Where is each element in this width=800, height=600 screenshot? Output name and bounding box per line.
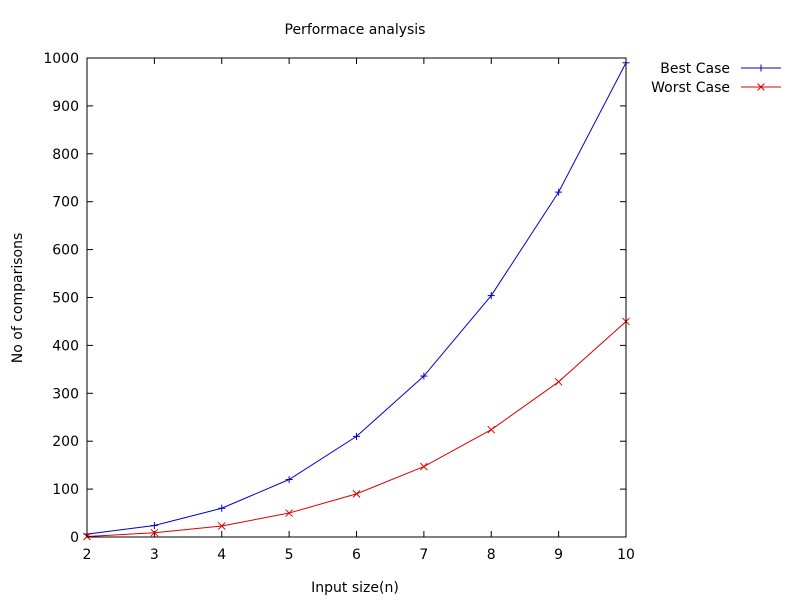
plot-area (83, 59, 630, 541)
legend: Best Case Worst Case (651, 61, 781, 96)
x-tick-label: 3 (150, 547, 159, 563)
y-tick-label: 300 (52, 386, 79, 402)
plot-frame (86, 57, 627, 538)
data-point-worst-case (487, 425, 496, 434)
data-point-best-case (285, 476, 293, 484)
data-point-worst-case (554, 377, 563, 386)
x-tick-label: 9 (554, 547, 563, 563)
y-tick-label: 600 (52, 243, 79, 259)
data-point-best-case (218, 504, 226, 512)
legend-label-best-case: Best Case (660, 61, 730, 77)
y-axis-label: No of comparisons (10, 233, 26, 363)
data-point-best-case (487, 292, 495, 300)
y-tick-label: 500 (52, 291, 79, 307)
y-tick-label: 100 (52, 482, 79, 498)
x-tick-label: 5 (285, 547, 294, 563)
x-tick-label: 7 (419, 547, 428, 563)
series-line-worst-case (86, 321, 627, 538)
data-point-best-case (420, 372, 428, 380)
y-tick-label: 900 (52, 99, 79, 115)
y-tick-label: 1000 (43, 51, 79, 67)
data-point-worst-case (217, 522, 226, 530)
x-tick-label: 6 (352, 547, 361, 563)
y-tick-label: 400 (52, 338, 79, 354)
series-line-best-case (86, 62, 627, 535)
x-tick-label: 4 (217, 547, 226, 563)
data-point-worst-case (352, 490, 361, 498)
y-tick-label: 200 (52, 434, 79, 450)
x-tick-label: 10 (617, 547, 635, 563)
data-point-worst-case (150, 528, 159, 537)
axis-ticks: 0 100 200 300 400 500 600 700 800 900 1000 2 3 4 5 6 7 8 9… (43, 51, 635, 563)
legend-marker-worst-case (757, 83, 765, 91)
x-tick-label: 2 (83, 547, 92, 563)
y-tick-label: 0 (70, 530, 79, 546)
x-axis-label: Input size(n) (311, 580, 399, 596)
data-point-best-case (353, 432, 360, 440)
chart-title: Performace analysis (285, 22, 426, 38)
legend-marker-best-case (757, 64, 765, 72)
x-tick-label: 8 (487, 547, 496, 563)
data-point-best-case (555, 188, 563, 196)
data-point-best-case (150, 522, 158, 530)
data-point-worst-case (285, 509, 293, 517)
legend-label-worst-case: Worst Case (651, 80, 730, 96)
data-point-worst-case (420, 462, 428, 471)
y-tick-label: 700 (52, 195, 79, 211)
y-tick-label: 800 (52, 147, 79, 163)
